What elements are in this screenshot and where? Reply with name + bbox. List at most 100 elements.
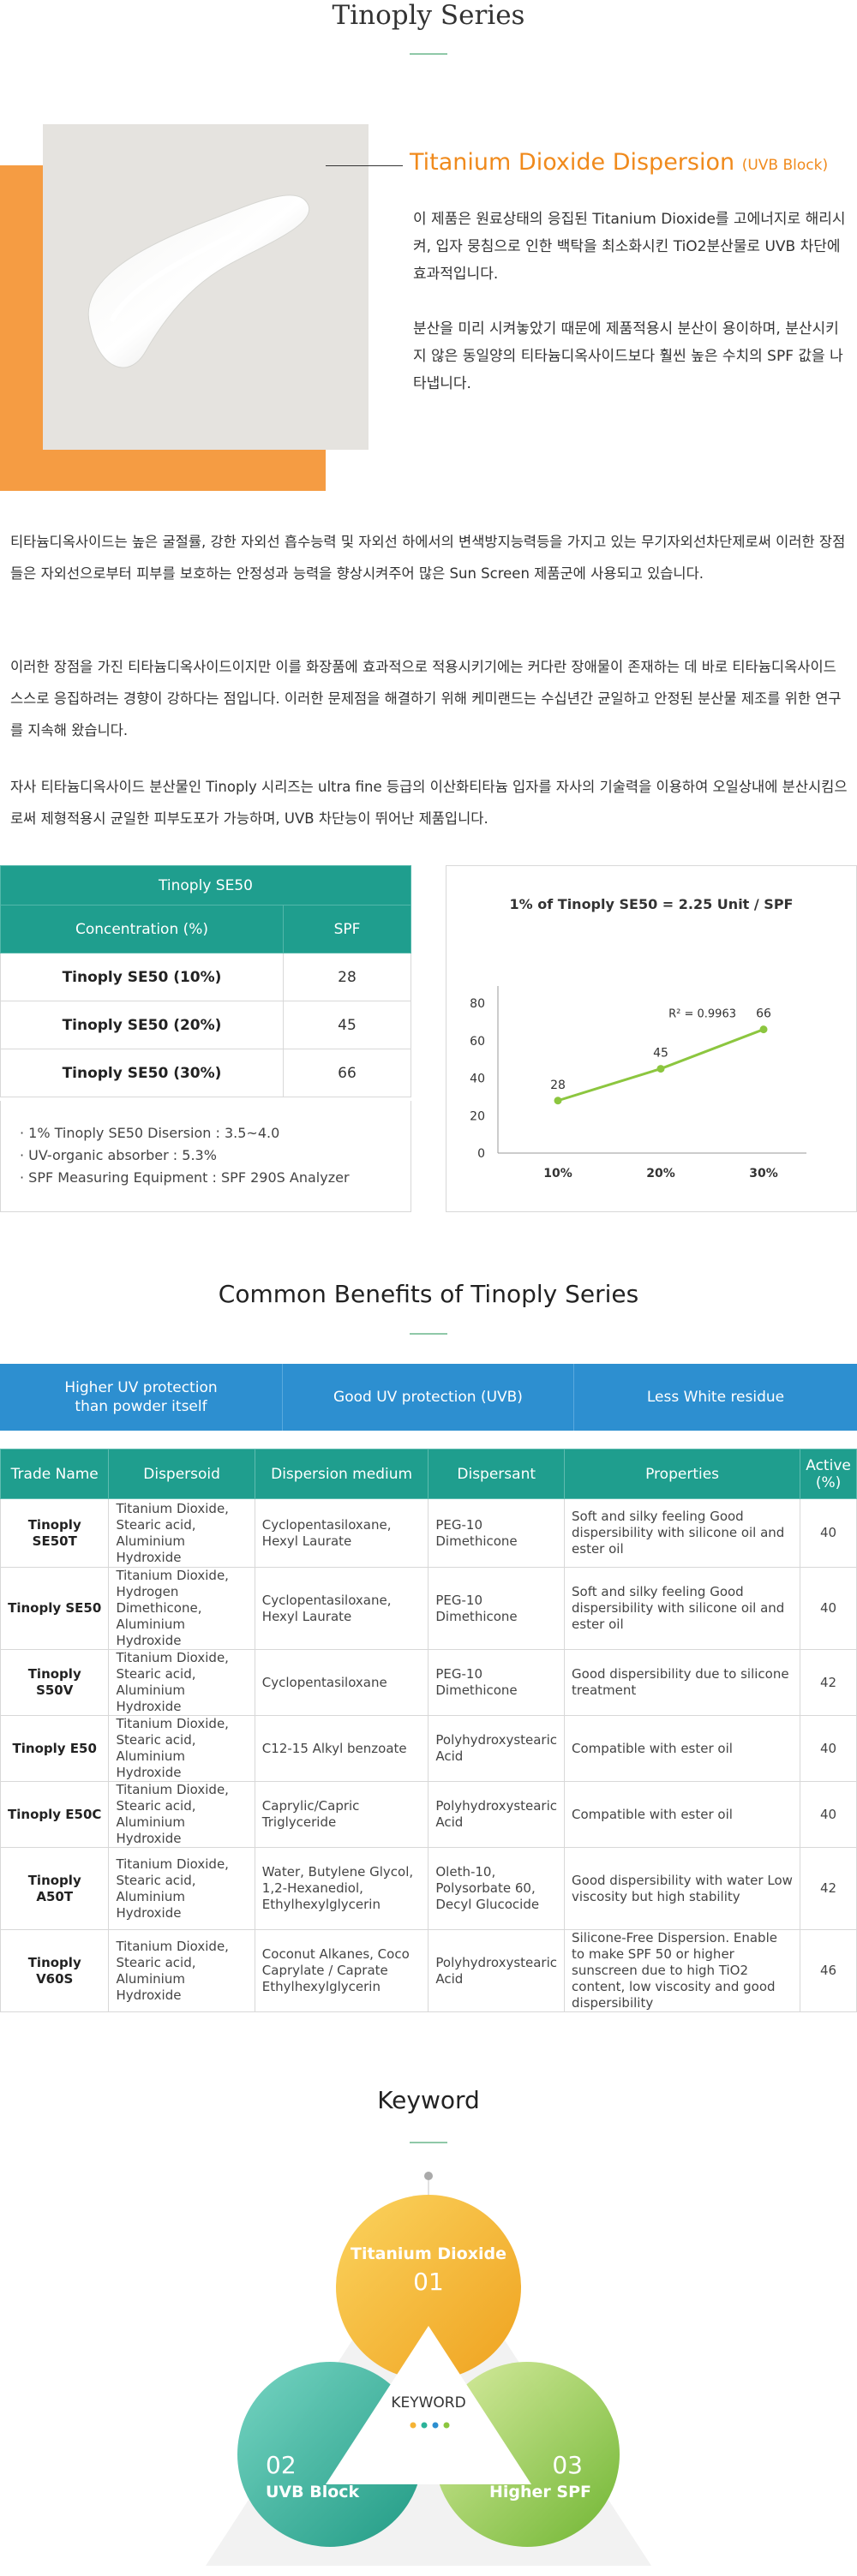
product-cell: 46 (800, 1929, 857, 2012)
product-cell: Titanium Dioxide, Stearic acid, Aluminiu… (108, 1847, 255, 1930)
product-cell: Tinoply SE50 (0, 1567, 110, 1650)
product-cream-image (43, 124, 369, 450)
spf-row-value: 66 (283, 1049, 411, 1097)
keyword-divider (410, 2142, 447, 2143)
product-cell: PEG-10 Dimethicone (428, 1649, 566, 1716)
data-point (656, 1065, 665, 1073)
intro-heading: Titanium Dioxide Dispersion (UVB Block) (410, 149, 828, 176)
col-properties: Properties (564, 1449, 801, 1499)
product-cell: Titanium Dioxide, Stearic acid, Aluminiu… (108, 1715, 255, 1782)
product-cell: Soft and silky feeling Good dispersibili… (564, 1567, 801, 1650)
product-cell: Titanium Dioxide, Stearic acid, Aluminiu… (108, 1781, 255, 1848)
product-cell: Titanium Dioxide, Stearic acid, Aluminiu… (108, 1929, 255, 2012)
product-cell: Compatible with ester oil (564, 1715, 801, 1782)
spf-notes: · 1% Tinoply SE50 Disersion : 3.5~4.0 · … (0, 1101, 411, 1212)
spf-table-col-concentration: Concentration (%) (0, 905, 284, 953)
dot-icon (443, 2422, 450, 2429)
page-title: Tinoply Series (332, 0, 525, 31)
data-point (759, 1025, 768, 1034)
intro-text-2: 분산을 미리 시켜놓았기 때문에 제품적용시 분산이 용이하며, 분산시키지 않… (413, 320, 843, 392)
product-cell: Silicone-Free Dispersion. Enable to make… (564, 1929, 801, 2012)
heading-connector-line (326, 165, 403, 166)
product-cell: Polyhydroxystearic Acid (428, 1781, 566, 1848)
product-cell: Tinoply E50C (0, 1781, 110, 1848)
keyword-3-num: 03 (552, 2451, 583, 2479)
benefit-item: Higher UV protection than powder itself (0, 1364, 283, 1431)
col-dispersion-medium: Dispersion medium (254, 1449, 429, 1499)
keyword-1-label: Titanium Dioxide (351, 2244, 506, 2263)
benefits-title: Common Benefits of Tinoply Series (218, 1280, 639, 1308)
spf-row-name: Tinoply SE50 (30%) (0, 1049, 284, 1097)
product-cell: Polyhydroxystearic Acid (428, 1715, 566, 1782)
product-cell: Tinoply V60S (0, 1929, 110, 2012)
col-dispersant: Dispersant (428, 1449, 566, 1499)
product-cell: 42 (800, 1649, 857, 1716)
product-cell: PEG-10 Dimethicone (428, 1498, 566, 1568)
x-tick-label: 20% (646, 1167, 675, 1180)
y-tick-label: 0 (477, 1147, 485, 1161)
product-cell: 40 (800, 1715, 857, 1782)
paragraph-2: 이러한 장점을 가진 티타늄디옥사이드이지만 이를 화장품에 효과적으로 적용시… (10, 659, 842, 738)
spf-table-col-spf: SPF (283, 905, 411, 953)
product-cell: Polyhydroxystearic Acid (428, 1929, 566, 2012)
product-cell: C12-15 Alkyl benzoate (254, 1715, 429, 1782)
product-cell: Tinoply E50 (0, 1715, 110, 1782)
title-divider (410, 53, 447, 55)
top-dot-icon (424, 2172, 433, 2180)
spf-chart-panel: 1% of Tinoply SE50 = 2.25 Unit / SPF 0 20 4… (446, 865, 857, 1212)
product-cell: Soft and silky feeling Good dispersibili… (564, 1498, 801, 1568)
table-row: Tinoply E50 Titanium Dioxide, Stearic aci… (0, 1715, 857, 1782)
spf-table: Tinoply SE50 Concentration (%) SPF Tinop… (0, 865, 411, 1097)
chart-title: 1% of Tinoply SE50 = 2.25 Unit / SPF (510, 896, 794, 912)
table-row: Tinoply SE50T Titanium Dioxide, Stearic a… (0, 1498, 857, 1568)
y-tick-label: 60 (470, 1035, 485, 1049)
product-cell: 42 (800, 1847, 857, 1930)
table-row: Tinoply SE50 (10%) 28 (0, 953, 411, 1001)
product-cell: PEG-10 Dimethicone (428, 1567, 566, 1650)
benefits-bar: Higher UV protection than powder itself … (0, 1364, 857, 1431)
intro-description: 이 제품은 원료상태의 응집된 Titanium Dioxide를 고에너지로 … (413, 206, 846, 397)
y-tick-label: 40 (470, 1073, 485, 1086)
product-cell: Water, Butylene Glycol, 1,2-Hexanediol, … (254, 1847, 429, 1930)
product-cell: Titanium Dioxide, Stearic acid, Aluminiu… (108, 1649, 255, 1716)
table-row: Tinoply S50V Titanium Dioxide, Stearic ac… (0, 1649, 857, 1716)
table-row: Tinoply A50T Titanium Dioxide, Stearic ac… (0, 1847, 857, 1930)
spf-note: · 1% Tinoply SE50 Disersion : 3.5~4.0 (20, 1125, 280, 1141)
product-cell: Cyclopentasiloxane, Hexyl Laurate (254, 1567, 429, 1650)
product-cell: Good dispersibility with water Low visco… (564, 1847, 801, 1930)
spf-chart: 1% of Tinoply SE50 = 2.25 Unit / SPF 0 20 4… (470, 896, 806, 1180)
spf-note: · SPF Measuring Equipment : SPF 290S Ana… (20, 1169, 350, 1186)
product-cell: Oleth-10, Polysorbate 60, Decyl Glucocid… (428, 1847, 566, 1930)
benefit-item: Good UV protection (UVB) (283, 1364, 574, 1431)
product-cell: 40 (800, 1781, 857, 1848)
product-cell: Tinoply S50V (0, 1649, 110, 1716)
products-table: Trade Name Dispersoid Dispersion medium … (0, 1449, 857, 2012)
spf-row-name: Tinoply SE50 (20%) (0, 1001, 284, 1049)
intro-text-1: 이 제품은 원료상태의 응집된 Titanium Dioxide를 고에너지로 … (413, 211, 846, 283)
benefits-divider (410, 1333, 447, 1335)
keyword-diagram: Titanium Dioxide 01 02 UVB Block 03 High… (206, 2172, 651, 2566)
product-cell: 40 (800, 1567, 857, 1650)
col-dispersoid: Dispersoid (108, 1449, 255, 1499)
product-cell: Coconut Alkanes, Coco Caprylate / Caprat… (254, 1929, 429, 2012)
product-cell: Good dispersibility due to silicone trea… (564, 1649, 801, 1716)
dot-icon (410, 2422, 417, 2429)
data-point (554, 1097, 562, 1105)
col-trade-name: Trade Name (0, 1449, 110, 1499)
data-label: 28 (550, 1079, 566, 1092)
product-cell: Titanium Dioxide, Hydrogen Dimethicone, … (108, 1567, 255, 1650)
dot-icon (421, 2422, 428, 2429)
keyword-circle-1 (336, 2195, 521, 2380)
spf-note: · UV-organic absorber : 5.3% (20, 1147, 217, 1163)
table-row: Tinoply V60S Titanium Dioxide, Stearic ac… (0, 1929, 857, 2012)
product-cell: Caprylic/Capric Triglyceride (254, 1781, 429, 1848)
paragraph-3: 자사 티타늄디옥사이드 분산물인 Tinoply 시리즈는 ultra fine… (10, 779, 848, 827)
intro-heading-tag: (UVB Block) (741, 157, 829, 174)
keyword-center-label: KEYWORD (391, 2394, 465, 2412)
keyword-3-label: Higher SPF (489, 2483, 591, 2501)
y-tick-label: 80 (470, 997, 485, 1011)
col-active: Active (%) (800, 1449, 857, 1499)
center-triangle (326, 2326, 531, 2484)
benefit-item: Less White residue (646, 1389, 785, 1406)
product-cell: 40 (800, 1498, 857, 1568)
